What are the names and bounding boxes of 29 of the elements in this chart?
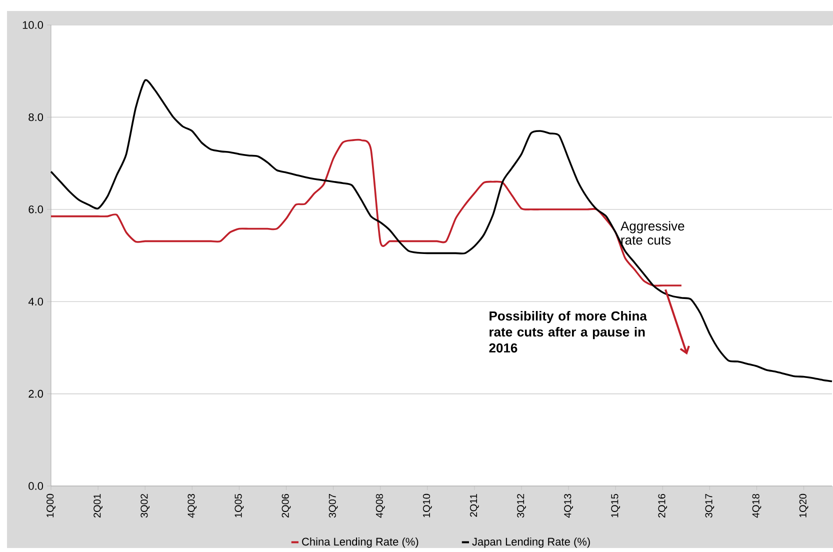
- x-tick-label: 2Q11: [470, 494, 479, 517]
- line-series: [50, 139, 682, 286]
- x-tick-label: 2Q06: [282, 494, 291, 518]
- x-tick-label: 4Q18: [752, 494, 762, 518]
- x-tick-label: 4Q08: [376, 494, 385, 518]
- x-tick-label: 1Q15: [611, 494, 620, 518]
- y-tick-label: 6.0: [28, 206, 44, 214]
- x-tick-label: 3Q12: [517, 494, 526, 518]
- legend-label: Japan Lending Rate (%): [472, 538, 590, 548]
- annotation: Aggressive rate cuts: [620, 221, 684, 245]
- y-tick-label: 8.0: [28, 113, 44, 122]
- y-tick-label: 0.0: [28, 482, 44, 490]
- legend-label: China Lending Rate (%): [302, 538, 418, 548]
- x-tick-label: 4Q13: [564, 494, 573, 518]
- x-tick-label: 2Q01: [94, 494, 102, 518]
- x-tick-label: 3Q17: [705, 494, 714, 518]
- x-tick-label: 3Q02: [140, 494, 150, 518]
- x-tick-label: 1Q00: [46, 494, 56, 518]
- x-tick-label: 4Q03: [188, 494, 197, 518]
- annotation: Possibility of more China rate cuts after a pause in 2016: [489, 311, 648, 353]
- x-tick-label: 1Q05: [234, 494, 244, 518]
- y-tick-label: 2.0: [28, 390, 44, 398]
- y-tick-label: 10.0: [22, 21, 44, 29]
- x-tick-label: 3Q07: [328, 494, 338, 518]
- x-tick-label: 1Q20: [799, 494, 808, 518]
- y-tick-label: 4.0: [28, 298, 44, 306]
- line-series: [50, 79, 833, 382]
- x-tick-label: 1Q10: [422, 494, 432, 518]
- x-tick-label: 2Q16: [658, 494, 668, 518]
